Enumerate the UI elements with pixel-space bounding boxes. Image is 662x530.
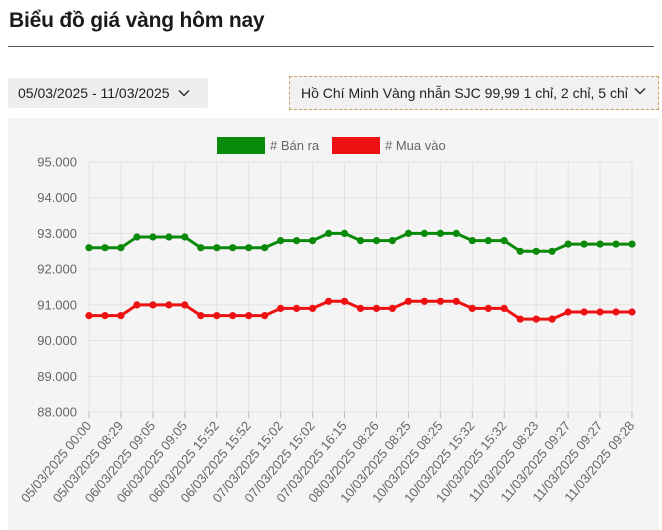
data-point xyxy=(325,297,333,305)
y-tick-label: 95.000 xyxy=(37,155,77,170)
data-point xyxy=(85,312,93,320)
legend-swatch xyxy=(332,137,380,154)
data-point xyxy=(548,247,556,255)
data-point xyxy=(325,229,333,237)
y-tick-label: 94.000 xyxy=(37,190,77,205)
data-point xyxy=(245,244,253,252)
data-point xyxy=(101,312,109,320)
data-point xyxy=(213,312,221,320)
data-point xyxy=(356,237,365,245)
data-point xyxy=(117,244,125,252)
data-point xyxy=(420,229,428,237)
data-point xyxy=(404,297,412,305)
data-point xyxy=(372,304,381,312)
data-point xyxy=(548,315,556,323)
data-point xyxy=(165,233,173,241)
data-point xyxy=(309,237,317,245)
chevron-down-icon xyxy=(178,89,190,97)
data-point xyxy=(356,304,365,312)
data-point xyxy=(340,297,349,305)
title-divider xyxy=(8,46,654,47)
chevron-down-icon xyxy=(634,87,646,95)
data-point xyxy=(404,229,412,237)
data-point xyxy=(133,301,141,309)
y-tick-label: 92.000 xyxy=(37,262,77,277)
data-point xyxy=(516,247,524,255)
page-title: Biểu đồ giá vàng hôm nay xyxy=(9,9,265,32)
data-point xyxy=(532,315,540,323)
data-point xyxy=(532,247,540,255)
data-point xyxy=(580,308,588,316)
data-point xyxy=(500,237,508,245)
legend-label: # Bán ra xyxy=(270,138,320,153)
data-point xyxy=(181,301,189,309)
data-point xyxy=(149,301,157,309)
data-point xyxy=(101,244,109,252)
data-point xyxy=(309,304,317,312)
legend-swatch xyxy=(217,137,265,154)
data-point xyxy=(436,297,444,305)
data-point xyxy=(484,237,492,245)
data-point xyxy=(564,308,572,316)
data-point xyxy=(628,240,636,248)
date-range-picker[interactable]: 05/03/2025 - 11/03/2025 xyxy=(8,78,208,108)
data-point xyxy=(468,237,476,245)
data-point xyxy=(484,304,492,312)
data-point xyxy=(340,229,349,237)
y-tick-label: 88.000 xyxy=(37,405,77,420)
data-point xyxy=(372,237,381,245)
location-product-label: Hồ Chí Minh Vàng nhẫn SJC 99,99 1 chỉ, 2… xyxy=(301,85,628,101)
data-point xyxy=(468,304,476,312)
data-point xyxy=(580,240,588,248)
data-point xyxy=(181,233,189,241)
legend-label: # Mua vào xyxy=(385,138,446,153)
data-point xyxy=(261,312,269,320)
location-product-select[interactable]: Hồ Chí Minh Vàng nhẫn SJC 99,99 1 chỉ, 2… xyxy=(289,76,659,110)
data-point xyxy=(213,244,221,252)
data-point xyxy=(229,244,237,252)
data-point xyxy=(612,240,620,248)
data-point xyxy=(564,240,572,248)
data-point xyxy=(85,244,93,252)
data-point xyxy=(293,237,301,245)
data-point xyxy=(165,301,173,309)
data-point xyxy=(277,237,285,245)
data-point xyxy=(596,308,604,316)
data-point xyxy=(516,315,524,323)
data-point xyxy=(596,240,604,248)
data-point xyxy=(452,297,460,305)
y-tick-label: 91.000 xyxy=(37,297,77,312)
data-point xyxy=(388,237,396,245)
data-point xyxy=(117,312,125,320)
data-point xyxy=(612,308,620,316)
y-tick-label: 90.000 xyxy=(37,333,77,348)
data-point xyxy=(628,308,636,316)
data-point xyxy=(197,312,205,320)
data-point xyxy=(500,304,508,312)
data-point xyxy=(245,312,253,320)
chart-area xyxy=(8,118,659,530)
y-tick-label: 93.000 xyxy=(37,226,77,241)
data-point xyxy=(420,297,428,305)
data-point xyxy=(149,233,157,241)
data-point xyxy=(277,304,285,312)
data-point xyxy=(293,304,301,312)
data-point xyxy=(388,304,396,312)
date-range-label: 05/03/2025 - 11/03/2025 xyxy=(18,85,170,101)
data-point xyxy=(229,312,237,320)
data-point xyxy=(133,233,141,241)
y-tick-label: 89.000 xyxy=(37,369,77,384)
data-point xyxy=(261,244,269,252)
data-point xyxy=(452,229,460,237)
data-point xyxy=(436,229,444,237)
data-point xyxy=(197,244,205,252)
